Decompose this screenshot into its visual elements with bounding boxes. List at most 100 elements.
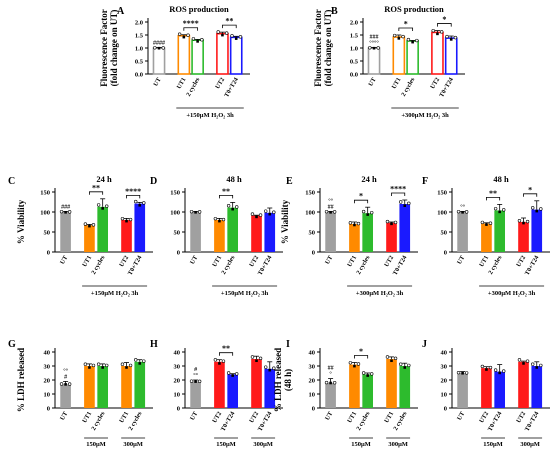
x-tick-label: UT2 [118,255,130,269]
significance-bracket [523,193,538,197]
bar [229,36,243,75]
data-point [464,210,469,214]
data-point [535,209,539,213]
data-point [96,362,101,366]
ut-significance-marker: °° [328,198,333,205]
y-axis-label: (fold change on UT) [323,10,333,87]
data-point [234,37,238,40]
data-point [264,209,268,213]
bar [60,384,71,408]
y-tick-label: 0.5 [135,58,144,65]
bar [264,212,276,252]
significance-label: ** [489,189,497,198]
data-point [182,35,186,39]
data-point [213,358,218,362]
data-point [348,361,353,365]
x-tick-label: UT2 [214,77,226,91]
bar [84,366,95,408]
data-point [385,219,390,224]
data-point [436,32,439,36]
data-point [456,370,461,375]
y-tick-label: 0 [444,249,447,256]
y-tick-label: 40 [174,349,181,356]
data-point [397,37,401,40]
y-tick-label: 150 [40,189,50,196]
data-point [272,210,276,214]
treatment-label: +150μM H₂O₂ 3h [91,290,139,297]
panel-title: 48 h [226,174,242,184]
treatment-label: +300μM H₂O₂ 3h [488,290,536,297]
y-tick-label: 30 [174,363,181,370]
data-point [403,366,407,369]
bar [367,47,381,75]
significance-bracket [398,27,414,31]
data-point [83,362,88,366]
x-tick-label: UT [189,410,200,422]
significance-label: ** [92,183,100,192]
bar [216,32,229,75]
data-point [134,199,138,204]
bar [531,366,543,408]
data-point [142,201,146,205]
y-tick-label: 0 [47,405,50,412]
x-tick-label: 2 cycles [400,76,417,98]
ut-significance-marker: °° [460,204,465,211]
bar [251,215,262,252]
significance-label: * [359,192,363,201]
x-tick-label: 2 cycles [90,410,107,432]
y-tick-label: 10 [309,391,316,398]
panel-title: 24 h [96,174,112,184]
y-tick-label: 10 [174,391,181,398]
data-point [522,362,525,365]
group-label: 300μM [520,441,540,448]
y-axis-label: Fluorescence Factor [313,9,323,87]
y-tick-label: 50 [174,229,181,236]
data-point [255,215,258,219]
data-point [216,30,220,34]
data-point [83,222,88,226]
data-point [407,201,411,206]
y-tick-label: 0 [312,405,315,412]
bar [325,212,336,252]
data-point [366,213,369,216]
significance-bracket [486,197,501,201]
data-point [153,46,157,50]
data-point [332,381,337,385]
x-tick-label: UT [324,410,335,422]
y-tick-label: 1.5 [350,32,359,39]
y-tick-label: 0 [312,249,315,256]
x-tick-label: UT1 [478,255,490,269]
treatment-label: +150μM H₂O₂ 3h [221,290,269,297]
data-point [493,368,498,372]
group-label: 300μM [253,441,273,448]
data-point [258,213,263,217]
data-point [138,362,142,365]
treatment-label: +300μM H₂O₂ 3h [401,112,449,119]
data-point [218,362,221,365]
data-point [393,220,398,225]
panel-title: 48 h [493,174,509,184]
panel-letter: F [422,176,428,187]
bar [349,224,360,252]
ut-significance-marker: ## [328,205,334,211]
panel-a: A ROS production Fluorescence Factor (fold … [99,4,250,119]
x-tick-label: UT [59,410,70,422]
bar [121,366,132,408]
data-point [200,38,204,42]
bar [406,40,419,75]
y-tick-label: 2.0 [135,19,143,26]
bar [494,210,506,252]
y-tick-label: 0 [177,405,180,412]
x-tick-label: UT2 [478,411,490,425]
y-tick-label: 1.0 [350,45,358,52]
data-point [525,359,530,363]
data-point [268,212,272,216]
bar [190,381,201,408]
data-point [324,380,329,385]
data-point [456,209,461,214]
bar [191,39,204,75]
bar [481,368,492,408]
